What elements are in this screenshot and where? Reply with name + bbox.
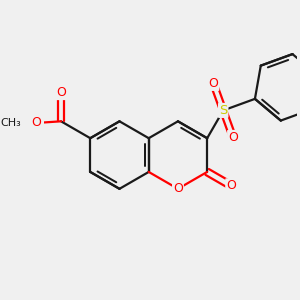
Text: O: O (226, 179, 236, 192)
Text: CH₃: CH₃ (0, 118, 21, 128)
Text: O: O (31, 116, 41, 130)
Text: O: O (228, 131, 238, 144)
Text: S: S (219, 104, 227, 117)
Text: O: O (208, 77, 218, 90)
Text: O: O (173, 182, 183, 195)
Text: O: O (56, 86, 66, 99)
